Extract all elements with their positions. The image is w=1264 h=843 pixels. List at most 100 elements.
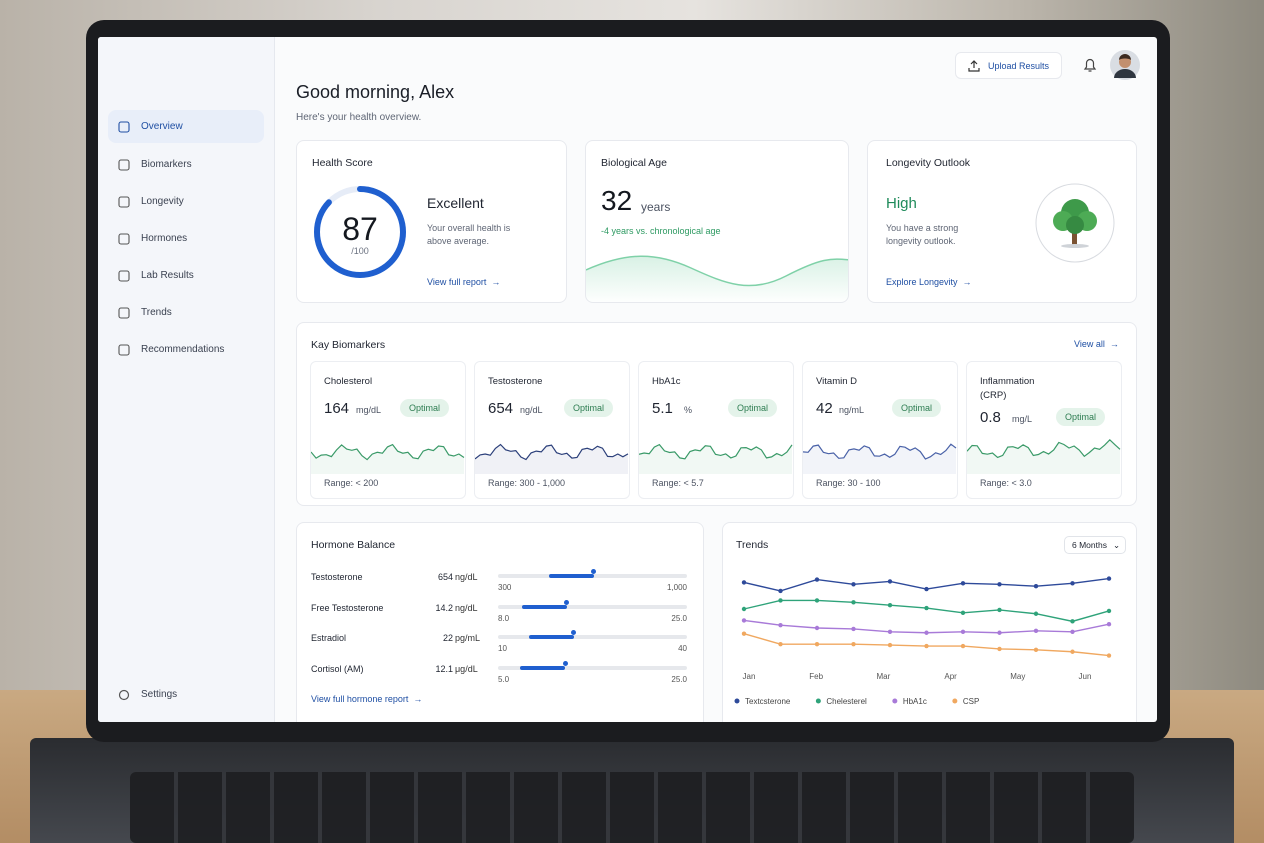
sparkline-area [639, 444, 792, 474]
trend-point [997, 607, 1002, 613]
nav-icon [118, 307, 130, 319]
hormone-name: Cortisol (AM) [311, 663, 364, 674]
card-title: Biological Age [601, 157, 667, 169]
score-value: 87 [342, 211, 378, 247]
longevity-status: High [886, 195, 917, 212]
nav-item[interactable]: Hormones [108, 222, 264, 255]
trend-point [851, 582, 856, 587]
hormone-value: 14.2 [435, 602, 453, 613]
longevity-card: Longevity Outlook High You have a strong… [867, 140, 1137, 303]
score-status: Excellent [427, 195, 484, 211]
avatar[interactable] [1110, 50, 1140, 80]
card-title: Longevity Outlook [886, 157, 971, 169]
biomarker-unit: mg/dL [356, 405, 382, 415]
nav-label: Longevity [141, 196, 184, 207]
card-title: Health Score [312, 157, 373, 169]
nav-label: Settings [141, 689, 178, 700]
hormone-name: Free Testosterone [311, 602, 384, 613]
sparkline [639, 443, 793, 474]
sparkline-area [967, 439, 1120, 474]
trend-point [960, 643, 966, 649]
sparkline [475, 443, 629, 474]
element [1119, 56, 1131, 68]
trend-point [1070, 619, 1075, 624]
age-value: 32 [601, 185, 633, 216]
biomarker-range: Range: < 3.0 [980, 478, 1032, 488]
nav-item[interactable]: Recommendations [108, 333, 264, 366]
hormone-unit: pg/mL [455, 633, 481, 643]
bell-icon[interactable] [1083, 57, 1097, 73]
element [1066, 216, 1084, 234]
element [968, 60, 980, 72]
range-min: 10 [498, 644, 507, 653]
nav-label: Overview [141, 121, 183, 132]
nav-item[interactable]: Lab Results [108, 259, 264, 292]
trend-point [1033, 647, 1039, 653]
trend-point [1033, 584, 1039, 589]
icon-shape [118, 159, 130, 171]
nav-item[interactable]: Longevity [108, 185, 264, 218]
biomarker-range: Range: 30 - 100 [816, 478, 881, 488]
trend-point [887, 579, 893, 584]
trend-point [960, 581, 966, 586]
trend-point [997, 630, 1002, 635]
x-tick-label: Mar [877, 672, 891, 681]
x-tick-label: Feb [809, 672, 823, 681]
health-score-card: Health Score 87 /100 Excellent Your over… [296, 140, 567, 303]
nav-icon [118, 159, 130, 171]
panel-title: Hormone Balance [311, 539, 396, 551]
trend-point [997, 646, 1002, 652]
element [1114, 69, 1136, 78]
element [586, 255, 848, 287]
nav-label: Lab Results [141, 270, 194, 281]
sparkline-area [311, 444, 464, 474]
longevity-link[interactable]: Explore Longevity → [886, 277, 972, 287]
hormone-name: Estradiol [311, 633, 347, 643]
nav-icon [118, 344, 130, 356]
range-fill [520, 665, 566, 670]
status-pill: Optimal [727, 399, 777, 417]
period-select[interactable]: 6 Months ⌄ [1064, 536, 1126, 554]
sparkline-line [475, 443, 629, 461]
x-tick-label: Jun [1079, 672, 1092, 681]
trend-point [814, 625, 820, 631]
element [1083, 58, 1097, 72]
hormone-name: Testosterone [311, 572, 363, 582]
age-unit: years [641, 200, 671, 214]
greeting: Good morning, Alex [296, 82, 455, 102]
link-text: View all [1074, 339, 1105, 349]
range-marker [562, 660, 568, 666]
range-fill [548, 574, 594, 578]
caret: ⌄ [1112, 539, 1121, 550]
biomarker-value: 42 [816, 400, 833, 417]
biomarkers-panel: Kay Biomarkers View all → Cholesterol 164… [296, 322, 1137, 506]
nav-item[interactable]: Overview [108, 110, 264, 143]
trend-point [778, 598, 783, 603]
trend-point [778, 641, 783, 647]
sparkline-line [639, 443, 793, 460]
biomarker-card: Vitamin D 42 ng/mL Optimal Range: 30 - 100 [802, 361, 958, 499]
nav-item[interactable]: Trends [108, 296, 264, 329]
hormone-value: 12.1 [435, 663, 453, 674]
status-pill: Optimal [399, 399, 449, 417]
range-max: 25.0 [671, 674, 687, 684]
nav-label: Trends [141, 307, 172, 318]
hormone-link[interactable]: View full hormone report → [311, 694, 423, 704]
trend-point [1033, 611, 1039, 616]
nav-icon [118, 270, 130, 282]
view-all-link[interactable]: View all → [1074, 339, 1119, 349]
legend-swatch [892, 698, 898, 704]
trend-point [1106, 622, 1112, 627]
biomarker-range: Range: < 200 [324, 478, 379, 488]
nav-item[interactable]: Biomarkers [108, 148, 264, 181]
nav-item[interactable]: Settings [108, 678, 264, 711]
trend-point [741, 606, 747, 612]
report-link[interactable]: View full report → [427, 277, 501, 287]
trend-point [887, 603, 893, 608]
trend-point [997, 582, 1002, 587]
subtitle: Here's your health overview. [296, 112, 422, 123]
biomarker-card: HbA1c 5.1% Optimal Range: < 5.7 [638, 361, 794, 499]
status-pill: Optimal [891, 399, 941, 417]
legend-label: Chelesterel [826, 697, 867, 706]
upload-button[interactable]: Upload Results [955, 52, 1062, 79]
